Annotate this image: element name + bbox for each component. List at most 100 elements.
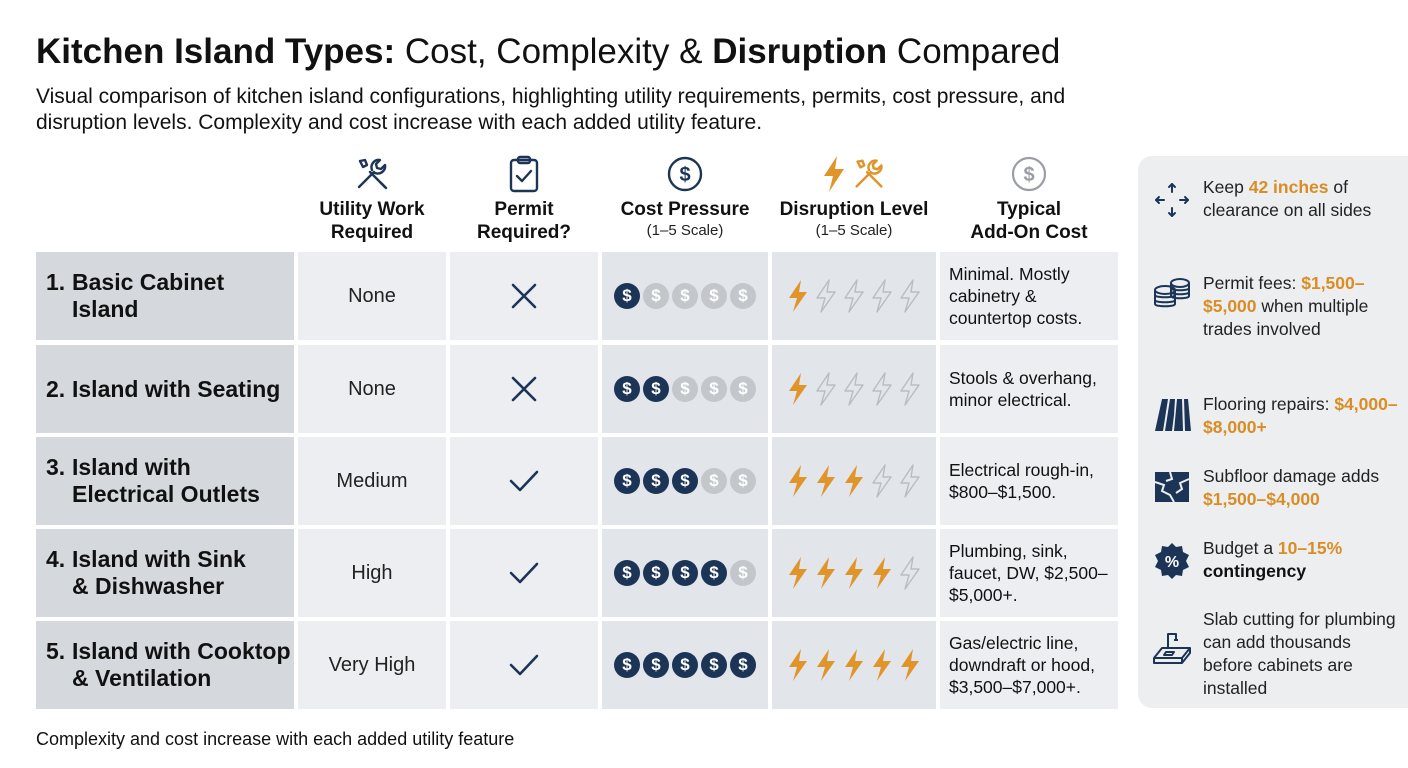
lightning-filled-icon [873,649,891,681]
cost-coin-empty: $ [643,283,669,309]
row-number: 1. [46,269,66,295]
cost-coin-empty: $ [730,376,756,402]
tips-sidebar: Keep 42 inches of clearance on all sides… [1138,156,1408,708]
cost-cell: $ $ $ $ $ [602,437,768,525]
lightning-outline-icon [844,279,864,313]
tip-pre: Subfloor damage adds [1203,466,1380,486]
cost-coin-filled: $ [672,468,698,494]
cost-coin-filled: $ [614,560,640,586]
lightning-filled-icon [817,465,835,497]
lightning-outline-icon [816,372,836,406]
tip-bold: contingency [1203,561,1307,581]
lightning-filled-icon [845,465,863,497]
addon-text: Stools & overhang, minor electrical. [949,368,1097,410]
cost-coin-empty: $ [701,283,727,309]
row-number: 4. [46,546,66,572]
row-name-line-1: Island with Seating [72,375,281,402]
lightning-filled-icon [789,557,807,589]
addon-text: Gas/electric line, downdraft or hood, $3… [949,633,1095,697]
tip-permit-fees: Permit fees: $1,500–$5,000 when multiple… [1138,272,1408,367]
table-row: 3. Island with Electrical Outlets Medium $… [36,437,1118,525]
disruption-cell [772,252,936,340]
cost-coin-filled: $ [614,283,640,309]
check-icon [509,562,539,584]
disruption-header-title: Disruption Level [779,199,929,220]
cost-coin-filled: $ [672,560,698,586]
tip-subfloor: Subfloor damage adds $1,500–$4,000 [1138,465,1408,515]
row-name-cell: 3. Island with Electrical Outlets [36,437,294,525]
x-icon [511,376,537,402]
tip-text: Subfloor damage adds $1,500–$4,000 [1203,465,1403,511]
cost-coin-filled: $ [643,468,669,494]
row-name-cell: 4. Island with Sink & Dishwasher [36,529,294,617]
title-part-1: Kitchen Island Types: [36,32,396,71]
permit-cell [450,345,598,433]
disruption-cell [772,621,936,709]
lightning-outline-icon [900,372,920,406]
cost-coin-filled: $ [614,376,640,402]
row-name-line-1: Basic Cabinet [72,269,225,295]
addon-text: Minimal. Mostly cabinetry & countertop c… [949,264,1083,328]
addon-cell: Minimal. Mostly cabinetry & countertop c… [940,252,1118,340]
permit-cell [450,621,598,709]
tip-slab-cutting: Slab cutting for plumbing can add thousa… [1138,608,1408,703]
cost-coin-empty: $ [730,283,756,309]
cost-cell: $ $ $ $ $ [602,621,768,709]
cost-coin-filled: $ [672,652,698,678]
column-header-addon: $ Typical Add-On Cost [940,150,1118,250]
permit-header-line-2: Required? [477,222,571,243]
page-subtitle: Visual comparison of kitchen island conf… [36,85,1066,134]
title-part-4: Compared [887,32,1061,71]
lightning-icon [824,156,844,192]
x-icon [511,283,537,309]
tools-orange-icon [855,159,883,188]
utility-header-line-1: Utility Work [319,199,425,220]
dollar-circle-gray-icon: $ [1011,156,1047,192]
addon-text: Electrical rough-in, $800–$1,500. [949,460,1094,502]
tip-highlight: $1,500–$5,000 [1203,273,1365,316]
utility-cell: None [298,345,446,433]
column-header-permit: Permit Required? [450,150,598,250]
title-part-2: Cost, Complexity & [395,32,713,71]
tip-pre: Keep [1203,177,1249,197]
row-number: 3. [46,454,66,480]
tip-flooring: Flooring repairs: $4,000–$8,000+ [1138,393,1408,443]
percent-badge-icon: % [1155,543,1189,579]
tip-highlight: 42 inches [1248,177,1329,197]
cost-header-title: Cost Pressure [620,199,750,220]
table-row: 4. Island with Sink & Dishwasher High $ $ $ $… [36,529,1118,617]
addon-cell: Plumbing, sink, faucet, DW, $2,500–$5,00… [940,529,1118,617]
cost-coin-empty: $ [730,560,756,586]
page-title: Kitchen Island Types: Cost, Complexity &… [36,32,1060,72]
lightning-outline-icon [900,556,920,590]
svg-text:$: $ [679,164,690,186]
row-name-line-2: & Ventilation [72,665,212,691]
utility-cell: Medium [298,437,446,525]
tip-pre: Flooring repairs: [1203,394,1335,414]
table-row: 2. Island with Seating None $ $ $ $ $ Stools … [36,345,1118,433]
dollar-circle-icon: $ [667,156,703,192]
cost-coin-filled: $ [643,652,669,678]
tip-post: when multiple trades involved [1203,296,1369,339]
tip-text: Keep 42 inches of clearance on all sides [1203,176,1403,222]
coins-stack-icon [1154,278,1190,308]
addon-header-line-1: Typical [996,199,1062,220]
lightning-outline-icon [900,279,920,313]
cost-coin-filled: $ [614,468,640,494]
slab-cutting-icon [1153,633,1191,664]
column-header-disruption: Disruption Level (1–5 Scale) [772,150,936,250]
cost-cell: $ $ $ $ $ [602,529,768,617]
tip-text: Flooring repairs: $4,000–$8,000+ [1203,393,1403,439]
tip-post: of clearance on all sides [1203,177,1372,220]
cost-coin-empty: $ [701,468,727,494]
row-name-line-1: Island with [72,454,191,480]
svg-text:%: % [1165,554,1179,571]
cost-coin-filled: $ [643,560,669,586]
cost-coin-filled: $ [701,652,727,678]
tip-pre: Permit fees: [1203,273,1302,293]
row-name-cell: 1. Basic Cabinet Island [36,252,294,340]
tip-text: Permit fees: $1,500–$5,000 when multiple… [1203,272,1403,341]
lightning-outline-icon [844,372,864,406]
addon-text: Plumbing, sink, faucet, DW, $2,500–$5,00… [949,541,1108,605]
clipboard-check-icon [509,155,539,193]
